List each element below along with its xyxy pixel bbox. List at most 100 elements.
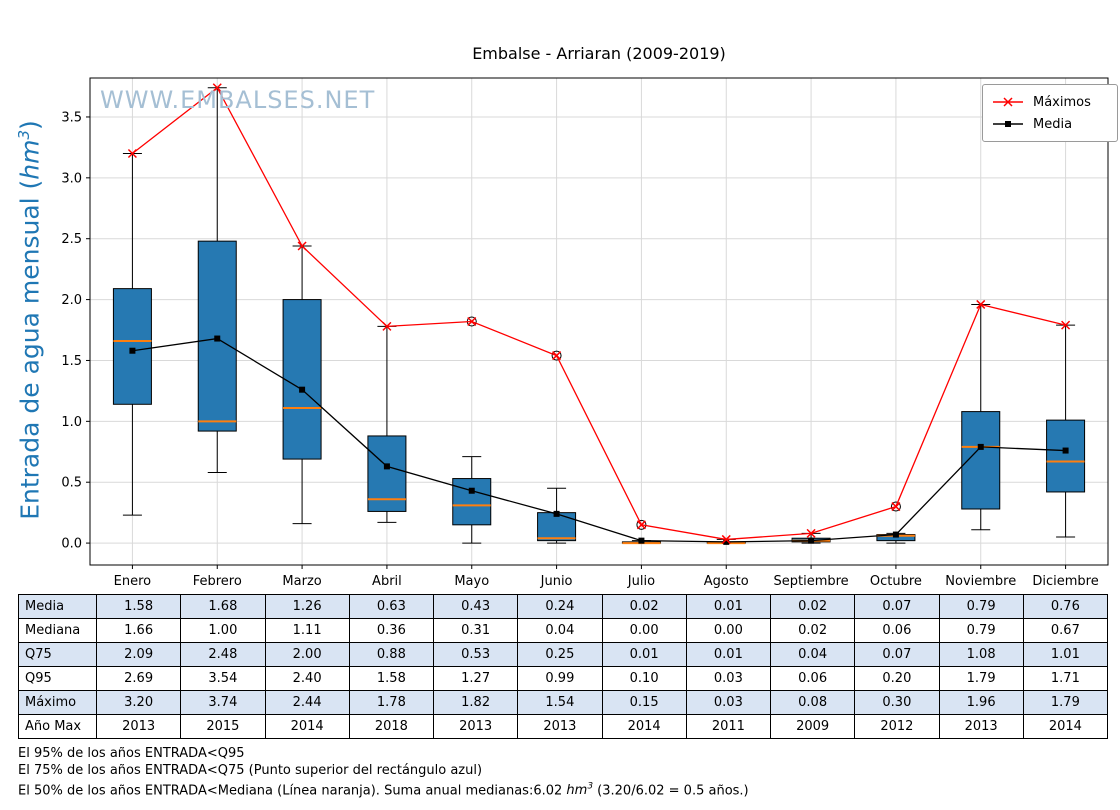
box-enero [112, 288, 152, 405]
table-cell: 0.79 [938, 618, 1024, 643]
table-cell: 1.78 [348, 690, 435, 715]
table-cell: 2009 [769, 714, 856, 739]
max-marker [127, 148, 137, 159]
max-marker [467, 316, 477, 327]
y-axis-label: Entrada de agua mensual (hm3) [15, 120, 44, 520]
mean-marker [977, 443, 984, 450]
table-cell: 0.06 [854, 618, 940, 643]
box-diciembre [1046, 419, 1086, 493]
table-cell: 0.08 [769, 690, 856, 715]
table-cell: 1.54 [517, 690, 603, 715]
table-cell: 0.43 [432, 594, 519, 619]
maximos-line-icon [993, 97, 1023, 107]
table-cell: 0.02 [769, 618, 856, 643]
table-cell: 2013 [938, 714, 1024, 739]
max-marker [636, 520, 646, 530]
mean-marker [808, 537, 815, 544]
mean-marker [638, 537, 645, 544]
table-cell: 0.00 [601, 618, 687, 643]
y-tick-label: 0.5 [61, 476, 82, 491]
table-cell: 0.79 [938, 594, 1024, 619]
table-cell: 0.25 [517, 642, 603, 667]
table-cell: 0.36 [348, 618, 435, 643]
row-header: Q75 [18, 642, 97, 667]
legend-item-media: Media [991, 113, 1109, 135]
table-cell: 0.01 [601, 642, 687, 667]
y-tick-label: 2.0 [61, 293, 82, 308]
mean-marker [723, 538, 730, 545]
table-cell: 1.26 [264, 594, 350, 619]
axes-frame [89, 77, 1109, 566]
outlier-marker [551, 350, 562, 361]
table-cell: 0.20 [854, 666, 940, 691]
x-tick-label: Julio [627, 574, 655, 589]
table-cell: 2014 [264, 714, 350, 739]
table-cell: 0.31 [432, 618, 519, 643]
note-q95: El 95% de los años ENTRADA<Q95 [18, 746, 245, 761]
mean-marker [299, 386, 306, 393]
table-cell: 3.74 [180, 690, 266, 715]
x-tick-label: Junio [540, 574, 573, 589]
table-cell: 0.15 [601, 690, 687, 715]
mean-marker [553, 510, 560, 517]
table-cell: 0.01 [685, 594, 772, 619]
note-mediana-tail: (3.20/6.02 = 0.5 años.) [593, 783, 749, 799]
legend-label-maximos: Máximos [1033, 94, 1091, 110]
y-tick-label: 3.0 [61, 171, 82, 186]
media-line-icon [993, 121, 1023, 127]
table-cell: 0.24 [517, 594, 603, 619]
x-tick-label: Septiembre [773, 574, 848, 589]
table-cell: 2.40 [264, 666, 350, 691]
table-cell: 0.30 [854, 690, 940, 715]
table-cell: 0.88 [348, 642, 435, 667]
x-tick-label: Mayo [454, 574, 489, 589]
mean-marker [1062, 447, 1069, 454]
x-tick-label: Abril [372, 574, 402, 589]
table-row: Máximo 3.20 3.74 2.44 1.78 1.82 1.54 0.15 0.03 0.… [18, 690, 1109, 715]
table-cell: 2011 [685, 714, 772, 739]
table-cell: 1.58 [348, 666, 435, 691]
box-marzo [282, 299, 322, 460]
x-tick-label: Marzo [282, 574, 321, 589]
table-cell: 2012 [854, 714, 940, 739]
table-cell: 0.63 [348, 594, 435, 619]
x-tick-label: Noviembre [945, 574, 1016, 589]
y-axis-label-close: ) [15, 120, 45, 130]
legend-label-media: Media [1033, 116, 1073, 132]
table-cell: 1.11 [264, 618, 350, 643]
note-mediana: El 50% de los años ENTRADA<Mediana (Líne… [18, 779, 749, 800]
table-cell: 0.03 [685, 690, 772, 715]
outlier-marker [890, 501, 901, 512]
max-marker [806, 528, 816, 538]
table-row: Año Max 2013 2015 2014 2018 2013 2013 2014 2011 2… [18, 714, 1109, 739]
media-line [132, 337, 1066, 543]
table-cell: 0.03 [685, 666, 772, 691]
y-axis-label-text: Entrada de agua mensual ( [15, 179, 45, 520]
table-cell: 0.53 [432, 642, 519, 667]
table-cell: 2.44 [264, 690, 350, 715]
watermark: WWW.EMBALSES.NET [100, 86, 376, 114]
note-mediana-unit: hm [566, 783, 588, 799]
table-cell: 2018 [348, 714, 435, 739]
y-tick-label: 1.0 [61, 415, 82, 430]
table-cell: 0.99 [517, 666, 603, 691]
table-cell: 2015 [180, 714, 266, 739]
max-marker [212, 83, 222, 93]
row-header: Media [18, 594, 97, 619]
table-cell: 2013 [432, 714, 519, 739]
table-cell: 0.07 [854, 642, 940, 667]
table-cell: 0.06 [769, 666, 856, 691]
table-cell: 1.68 [180, 594, 266, 619]
table-cell: 3.54 [180, 666, 266, 691]
box-mayo [452, 478, 492, 526]
table-cell: 1.79 [938, 666, 1024, 691]
y-tick-label: 0.0 [61, 537, 82, 552]
row-header: Q95 [18, 666, 97, 691]
table-cell: 0.76 [1022, 594, 1109, 619]
row-header: Mediana [18, 618, 97, 643]
table-cell: 2.48 [180, 642, 266, 667]
table-cell: 0.04 [517, 618, 603, 643]
table-cell: 0.01 [685, 642, 772, 667]
y-axis-unit: hm [15, 139, 45, 180]
